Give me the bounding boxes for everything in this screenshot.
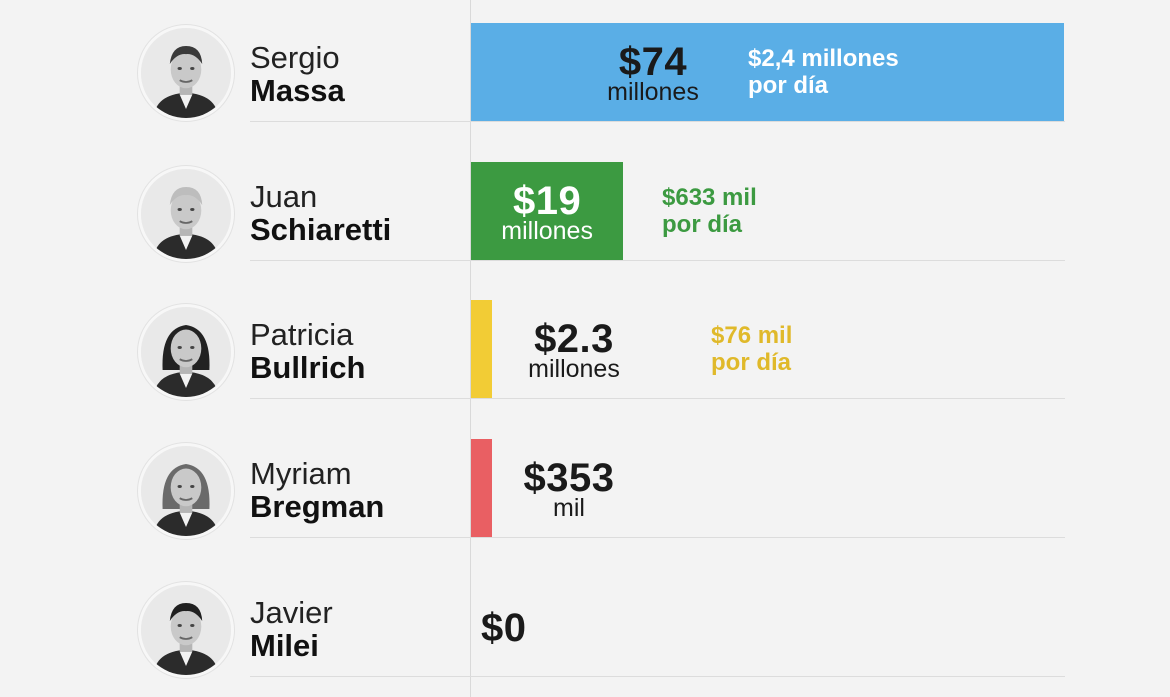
candidate-last-name: Milei [250,628,319,663]
candidate-name: Patricia Bullrich [250,318,365,384]
chart-axis-line [470,0,471,697]
woman-dark-hair-portrait-icon [138,304,234,400]
per-day-amount: $76 mil [711,322,793,349]
per-day-label: $76 mil por día [711,322,792,376]
candidate-last-name: Schiaretti [250,212,392,247]
amount-value: $353 [523,456,615,500]
candidate-first-name: Patricia [250,317,354,352]
row-divider [250,398,1065,399]
candidate-first-name: Myriam [250,456,352,491]
amount-value: $2.3 [534,317,614,361]
candidate-first-name: Sergio [250,40,340,75]
man-suit-portrait-icon [138,25,234,121]
candidate-name: Juan Schiaretti [250,180,391,246]
candidate-row: Patricia Bullrich [0,300,1170,439]
per-day-suffix: por día [748,72,829,99]
amount-value: $74 [618,40,688,84]
per-day-amount: $633 mil [662,184,757,211]
per-day-suffix: por día [711,349,792,376]
candidate-row: Juan Schiaretti [0,162,1170,301]
amount-unit: millones [528,355,620,383]
amount-unit: mil [553,494,585,522]
candidate-last-name: Bullrich [250,350,366,385]
man-tie-portrait-icon [138,582,234,678]
amount-unit: millones [607,78,699,106]
bar-massa [471,23,1064,121]
bar-bregman [471,439,492,537]
candidate-name: Sergio Massa [250,41,345,107]
row-divider [250,537,1065,538]
amount-label: $19 millones [487,181,607,244]
amount-label: $74 millones [593,42,713,105]
per-day-suffix: por día [662,211,743,238]
amount-unit: millones [501,217,593,245]
row-divider [250,121,1065,122]
amount-value: $0 [481,606,527,650]
row-divider [250,260,1065,261]
amount-value: $19 [513,179,582,223]
bar-schiaretti [471,162,624,260]
amount-label: $2.3 millones [514,319,634,382]
per-day-label: $2,4 millones por día [748,45,899,99]
candidate-row: Myriam Bregman [0,439,1170,578]
candidate-row: Sergio Massa [0,23,1170,162]
per-day-amount: $2,4 millones [748,45,899,72]
candidate-name: Javier Milei [250,596,333,662]
candidate-last-name: Massa [250,73,345,108]
candidate-first-name: Javier [250,595,333,630]
candidate-row: Javier Milei [0,578,1170,697]
bar-bullrich [471,300,492,398]
older-man-portrait-icon [138,166,234,262]
candidate-first-name: Juan [250,179,318,214]
candidate-last-name: Bregman [250,489,385,524]
amount-label: $353 mil [514,458,624,521]
woman-long-hair-portrait-icon [138,443,234,539]
row-divider [250,676,1065,677]
amount-label: $0 [481,608,551,648]
per-day-label: $633 mil por día [662,184,757,238]
candidate-name: Myriam Bregman [250,457,384,523]
